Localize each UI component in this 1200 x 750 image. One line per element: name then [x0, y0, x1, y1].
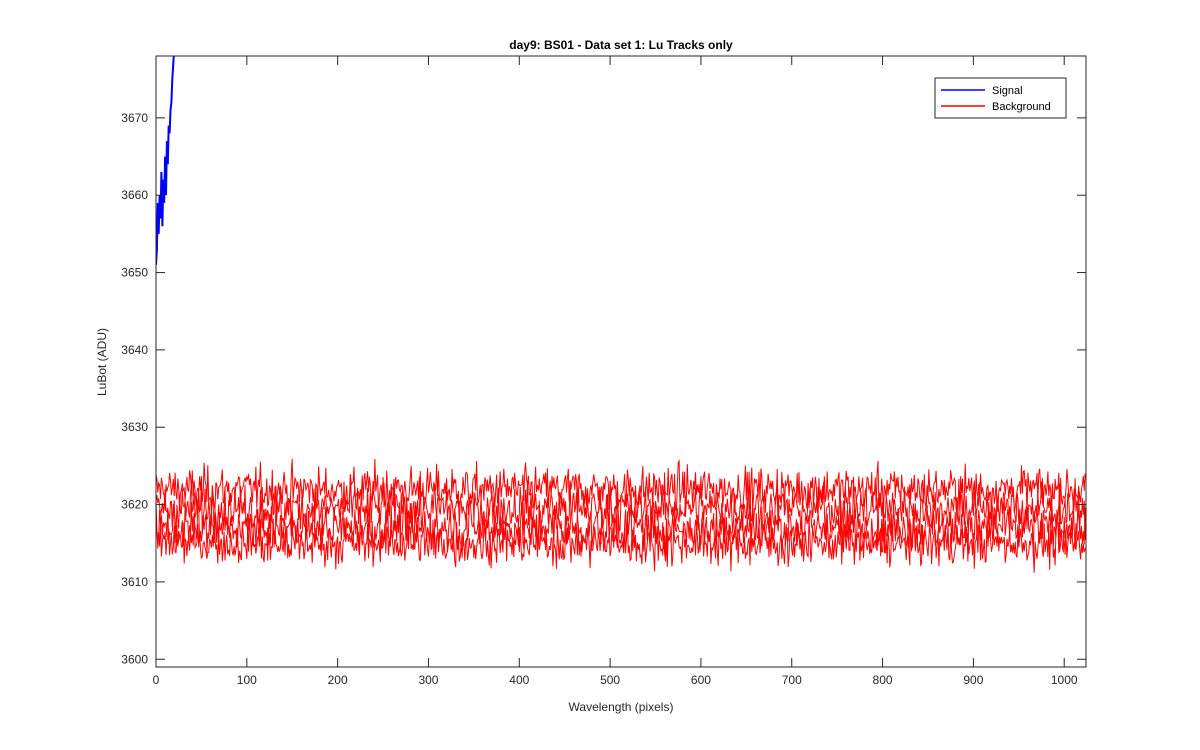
y-tick-label: 3670	[121, 111, 148, 125]
chart-title: day9: BS01 - Data set 1: Lu Tracks only	[509, 38, 733, 52]
legend-signal-label: Signal	[992, 85, 1023, 97]
plot-area	[156, 56, 1086, 667]
x-tick-label: 300	[418, 673, 438, 687]
y-tick-label: 3630	[121, 420, 148, 434]
x-tick-label: 200	[328, 673, 348, 687]
x-tick-label: 500	[600, 673, 620, 687]
legend-background-label: Background	[992, 101, 1051, 113]
x-tick-label: 0	[153, 673, 160, 687]
x-axis-ticks: 0 100 200 300 400 500 600 700 800 900 1000	[153, 56, 1078, 687]
background-line	[156, 471, 1086, 545]
y-tick-label: 3600	[121, 652, 148, 666]
x-tick-label: 900	[963, 673, 983, 687]
y-tick-label: 3620	[121, 498, 148, 512]
y-tick-label: 3610	[121, 575, 148, 589]
y-axis-label: LuBot (ADU)	[95, 328, 109, 396]
y-axis-ticks: 3600 3610 3620 3630 3640 3650 3660 3670	[121, 111, 1086, 666]
x-tick-label: 600	[691, 673, 711, 687]
legend[interactable]: Signal Background	[934, 77, 1067, 119]
x-tick-label: 700	[782, 673, 802, 687]
x-tick-label: 1000	[1051, 673, 1078, 687]
background-line	[156, 513, 1086, 573]
background-line	[156, 489, 1086, 562]
y-tick-label: 3640	[121, 343, 148, 357]
x-tick-label: 800	[873, 673, 893, 687]
signal-line	[156, 56, 175, 265]
legend-box	[934, 77, 1067, 119]
x-axis-label: Wavelength (pixels)	[569, 700, 674, 714]
x-tick-label: 100	[237, 673, 257, 687]
y-tick-label: 3660	[121, 188, 148, 202]
series-layer	[156, 56, 1086, 573]
plot-frame	[155, 55, 1087, 668]
y-tick-label: 3650	[121, 266, 148, 280]
x-tick-label: 400	[509, 673, 529, 687]
